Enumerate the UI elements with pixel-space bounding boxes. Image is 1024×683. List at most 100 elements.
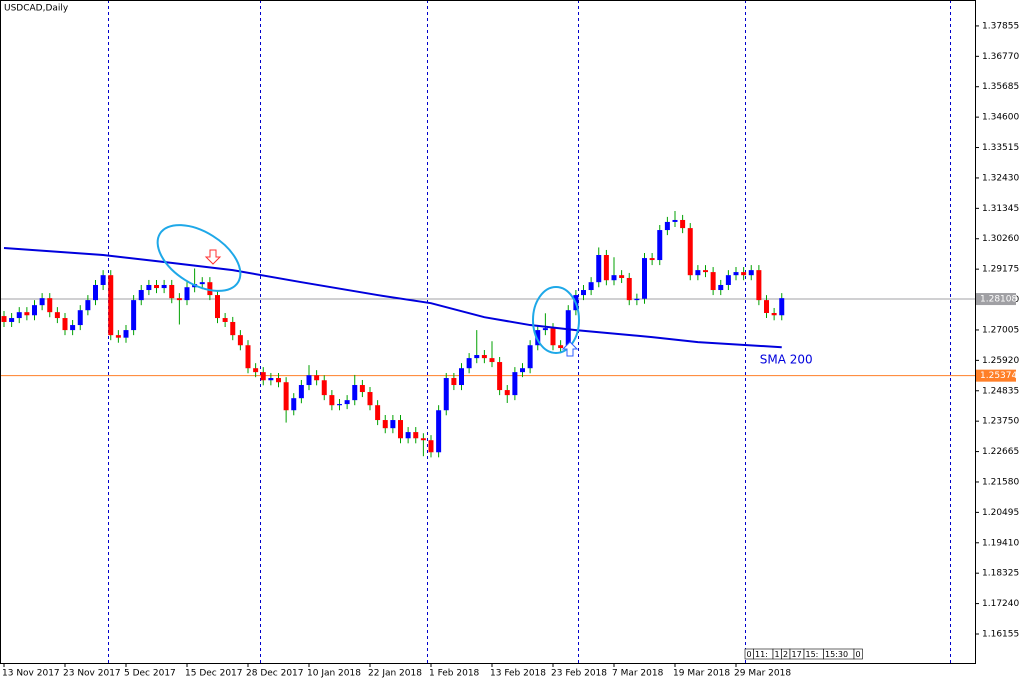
candle-body bbox=[62, 318, 68, 331]
y-tick-label: 1.37855 bbox=[982, 21, 1019, 31]
candle-body bbox=[603, 255, 609, 281]
y-tick-label: 1.35685 bbox=[982, 82, 1019, 92]
candle-body bbox=[207, 282, 213, 296]
candle-body bbox=[512, 372, 518, 396]
candle-body bbox=[764, 300, 769, 314]
y-tick-label: 1.29175 bbox=[982, 265, 1019, 275]
status-text: 1 bbox=[775, 650, 780, 659]
price-label-box bbox=[976, 369, 1016, 382]
y-tick-label: 1.16155 bbox=[982, 629, 1019, 639]
candle-body bbox=[367, 392, 373, 406]
candle-body bbox=[588, 282, 594, 291]
y-tick-label: 1.18325 bbox=[982, 569, 1019, 579]
candle-body bbox=[695, 270, 701, 276]
candle-body bbox=[215, 295, 220, 319]
status-text: 2 bbox=[783, 650, 788, 659]
candle-body bbox=[725, 275, 731, 285]
candle-body bbox=[70, 325, 76, 331]
candle-body bbox=[77, 310, 83, 326]
candle-body bbox=[474, 355, 480, 359]
annotation-ellipse bbox=[156, 224, 242, 292]
status-text: 17 bbox=[792, 650, 802, 659]
status-text: 11: bbox=[755, 650, 768, 659]
price-label-box bbox=[976, 293, 1016, 306]
candle-body bbox=[680, 219, 686, 229]
y-tick-label: 1.21580 bbox=[982, 477, 1019, 487]
line-label: SMA 200 bbox=[760, 353, 813, 367]
candle-body bbox=[649, 258, 655, 261]
x-tick-label: 5 Dec 2017 bbox=[124, 669, 176, 679]
candle-body bbox=[703, 270, 708, 273]
candle-body bbox=[756, 270, 762, 301]
candle-body bbox=[642, 258, 647, 299]
x-tick-label: 23 Feb 2018 bbox=[551, 669, 607, 679]
y-tick-label: 1.17240 bbox=[982, 599, 1019, 609]
y-tick-label: 1.31345 bbox=[982, 204, 1019, 214]
candle-body bbox=[237, 335, 243, 346]
candle-body bbox=[504, 390, 510, 396]
y-tick-label: 1.34600 bbox=[982, 113, 1019, 123]
candle-body bbox=[428, 440, 434, 453]
x-tick-label: 29 Mar 2018 bbox=[734, 669, 791, 679]
x-tick-label: 28 Dec 2017 bbox=[246, 669, 304, 679]
x-tick-label: 13 Nov 2017 bbox=[2, 669, 60, 679]
annotation-ellipse bbox=[532, 286, 580, 354]
candle-body bbox=[1, 316, 7, 322]
candle-body bbox=[321, 380, 327, 396]
candle-body bbox=[466, 358, 472, 369]
candle-body bbox=[108, 275, 114, 336]
candle-body bbox=[337, 404, 342, 406]
status-box bbox=[853, 648, 863, 660]
candle-body bbox=[451, 378, 457, 386]
candle-body bbox=[550, 328, 556, 346]
candle-body bbox=[413, 432, 419, 439]
y-tick-label: 1.32430 bbox=[982, 173, 1019, 183]
candle-body bbox=[489, 358, 495, 363]
down-arrow bbox=[204, 249, 222, 265]
candle-body bbox=[276, 378, 281, 383]
status-text: 0 bbox=[747, 650, 752, 659]
candle-body bbox=[32, 305, 37, 316]
candle-body bbox=[169, 284, 175, 299]
candle-body bbox=[619, 275, 625, 278]
candle-body bbox=[520, 368, 525, 373]
y-tick-label: 1.27005 bbox=[982, 325, 1019, 335]
candle-body bbox=[176, 298, 182, 301]
x-tick-label: 13 Feb 2018 bbox=[490, 669, 546, 679]
candle-body bbox=[9, 318, 15, 322]
candle-body bbox=[420, 438, 426, 441]
candle-body bbox=[39, 298, 45, 306]
candle-body bbox=[222, 318, 228, 322]
candle-body bbox=[779, 298, 785, 316]
candle-body bbox=[626, 277, 632, 301]
status-text: 15: bbox=[806, 650, 819, 659]
candle-body bbox=[436, 410, 442, 453]
y-tick-label: 1.36770 bbox=[982, 52, 1019, 62]
candle-body bbox=[398, 420, 403, 439]
price-label: 1.28108 bbox=[980, 295, 1017, 305]
x-tick-label: 10 Jan 2018 bbox=[307, 669, 361, 679]
candle-body bbox=[741, 272, 747, 276]
y-tick-label: 1.24835 bbox=[982, 386, 1019, 396]
candle-body bbox=[54, 312, 60, 319]
candle-body bbox=[558, 345, 564, 349]
price-label: 1.25374 bbox=[980, 371, 1017, 381]
status-text: 0 bbox=[856, 650, 861, 659]
candle-body bbox=[672, 219, 678, 222]
candle-body bbox=[283, 382, 289, 411]
candle-body bbox=[596, 255, 602, 283]
candle-body bbox=[100, 275, 106, 285]
x-tick-label: 1 Feb 2018 bbox=[429, 669, 480, 679]
y-tick-label: 1.20495 bbox=[982, 508, 1019, 518]
candle-body bbox=[359, 385, 365, 393]
candle-body bbox=[115, 335, 121, 338]
candle-body bbox=[718, 284, 724, 291]
y-tick-label: 1.33515 bbox=[982, 143, 1019, 153]
x-tick-label: 15 Dec 2017 bbox=[185, 669, 243, 679]
candle-body bbox=[131, 300, 137, 331]
candle-body bbox=[527, 345, 533, 369]
candle-body bbox=[93, 284, 98, 301]
candle-body bbox=[497, 362, 503, 391]
